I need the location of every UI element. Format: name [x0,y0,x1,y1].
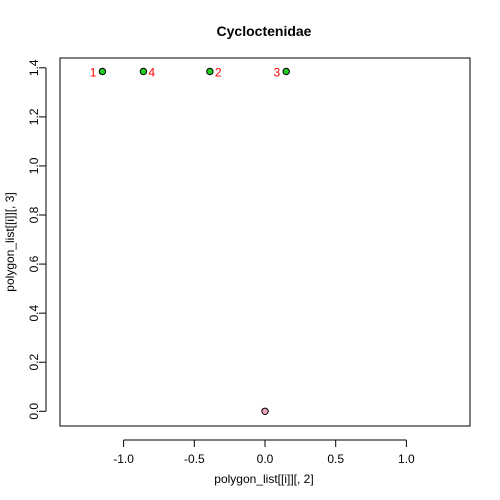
x-tick-label: -0.5 [184,452,205,466]
point-label: 4 [148,65,155,79]
x-tick-label: -1.0 [113,452,134,466]
data-point [282,67,290,76]
x-tick-label: 0.5 [327,452,344,466]
point-label: 1 [90,65,97,79]
data-point [98,67,107,76]
data-point [261,407,269,415]
y-tick-label: 1.2 [27,108,41,125]
x-tick-label: 1.0 [398,452,415,466]
x-tick-label: 0.0 [257,452,274,466]
y-tick-label: 0.0 [27,403,41,420]
point-label: 2 [215,65,222,79]
y-tick-label: 0.2 [27,354,41,371]
y-tick-label: 1.0 [27,157,41,174]
x-axis: -1.0 -0.5 0.0 0.5 1.0 [113,439,415,466]
data-points: 1 4 2 3 [90,65,290,415]
point-label: 3 [274,65,281,79]
y-tick-label: 0.8 [27,206,41,223]
y-axis: 0.0 0.2 0.4 0.6 0.8 1.0 1.2 1.4 [27,59,47,420]
data-point [206,67,214,76]
chart-title: Cycloctenidae [217,23,312,39]
y-tick-label: 0.4 [27,304,41,321]
y-tick-label: 1.4 [27,59,41,76]
y-axis-label: polygon_list[[i]][, 3] [3,192,17,291]
y-tick-label: 0.6 [27,255,41,272]
plot-frame [59,57,471,427]
x-axis-label: polygon_list[[i]][, 2] [214,472,313,486]
data-point [139,67,148,76]
